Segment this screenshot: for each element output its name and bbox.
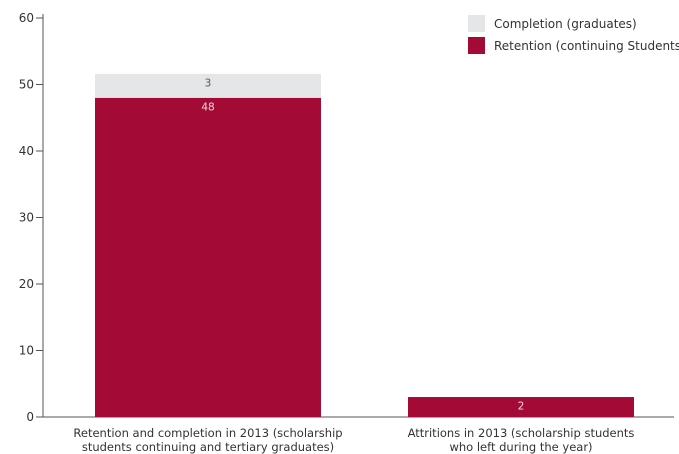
bar-segment xyxy=(95,73,321,98)
x-tick-label: students continuing and tertiary graduat… xyxy=(82,440,334,454)
y-tick-label: 10 xyxy=(19,344,34,358)
bar-segment xyxy=(408,397,634,417)
y-tick-label: 40 xyxy=(19,144,34,158)
category-labels: Retention and completion in 2013 (schola… xyxy=(73,426,634,454)
data-label: 48 xyxy=(201,101,214,113)
y-tick-label: 60 xyxy=(19,11,34,25)
data-label: 3 xyxy=(205,77,212,89)
y-tick-label: 0 xyxy=(26,410,34,424)
bar-segment xyxy=(95,97,321,418)
legend-swatch xyxy=(468,37,485,54)
y-tick-label: 20 xyxy=(19,277,34,291)
x-tick-label: Attritions in 2013 (scholarship students xyxy=(408,426,635,440)
bars xyxy=(95,73,634,418)
legend-swatch xyxy=(468,15,485,32)
legend-label: Retention (continuing Students) xyxy=(494,39,679,53)
data-label: 2 xyxy=(518,401,525,413)
legend: Completion (graduates) Retention (continu… xyxy=(468,15,679,54)
data-labels: 48 3 2 xyxy=(201,77,524,412)
x-tick-label: Retention and completion in 2013 (schola… xyxy=(73,426,342,440)
x-tick-label: who left during the year) xyxy=(449,440,592,454)
y-tick-label: 50 xyxy=(19,78,34,92)
y-tick-label: 30 xyxy=(19,211,34,225)
legend-label: Completion (graduates) xyxy=(494,17,637,31)
